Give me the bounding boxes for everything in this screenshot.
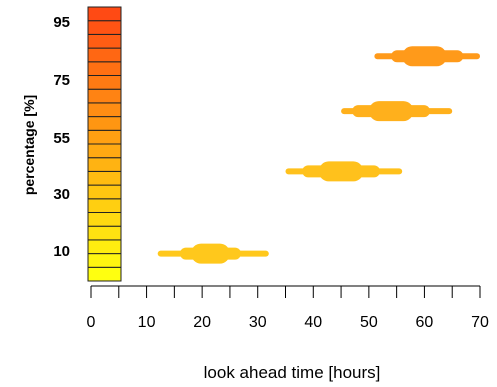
median-point: [201, 247, 214, 260]
lead-time-band-2: [285, 161, 403, 182]
color-scale-cell: [87, 253, 122, 268]
y-tick-label: 55: [53, 130, 70, 147]
color-scale-cell: [87, 143, 122, 159]
x-tick-label: 60: [416, 314, 434, 331]
y-tick-label: 30: [53, 186, 70, 203]
color-scale-cell: [87, 170, 122, 186]
color-scale-cell: [87, 184, 122, 200]
plot-marks: [157, 46, 480, 264]
x-tick-label: 50: [360, 314, 378, 331]
color-scale-cell: [87, 75, 122, 90]
color-scale-cell: [87, 266, 122, 282]
color-scale-bar: [87, 6, 122, 282]
x-tick-label: 30: [249, 314, 267, 331]
color-scale-cell: [87, 20, 122, 35]
lead-time-band-4: [374, 46, 480, 67]
x-tick-label: 0: [87, 314, 96, 331]
x-axis-title: look ahead time [hours]: [204, 363, 381, 382]
x-axis: 0 10 20 30 40 50 60 70: [87, 285, 489, 331]
color-scale-cell: [87, 33, 122, 49]
y-tick-label: 10: [53, 243, 70, 260]
y-axis: 95 75 55 30 10: [53, 14, 70, 260]
color-scale-cell: [87, 116, 122, 131]
color-scale-cell: [87, 102, 122, 118]
color-scale-cell: [87, 6, 122, 22]
color-scale-cell: [87, 239, 122, 255]
x-tick-label: 20: [193, 314, 211, 331]
lead-time-band-3: [341, 101, 453, 122]
color-scale-cell: [87, 61, 122, 76]
x-tick-label: 70: [471, 314, 489, 331]
y-tick-label: 75: [53, 72, 70, 89]
lead-time-band-1: [157, 243, 269, 264]
color-scale-cell: [87, 88, 122, 104]
median-point: [335, 165, 348, 178]
x-tick-label: 10: [138, 314, 156, 331]
x-tick-label: 40: [304, 314, 322, 331]
y-tick-label: 95: [53, 14, 70, 31]
median-point: [418, 50, 431, 63]
color-scale-cell: [87, 225, 122, 241]
color-scale-cell: [87, 129, 122, 145]
y-axis-title: percentage [%]: [21, 95, 37, 195]
color-scale-cell: [87, 198, 122, 214]
color-scale-cell: [87, 212, 122, 227]
median-point: [385, 105, 398, 118]
color-scale-cell: [87, 47, 122, 63]
color-scale-cell: [87, 157, 122, 172]
